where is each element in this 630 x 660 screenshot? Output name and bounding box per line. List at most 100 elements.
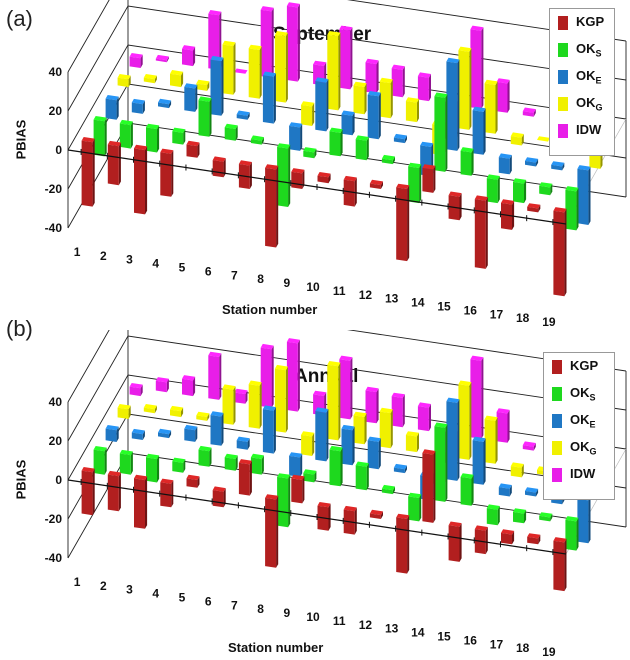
x-tick-label: 9 <box>283 276 290 290</box>
bar <box>341 424 355 466</box>
bar-side <box>521 464 524 478</box>
bar-front <box>341 114 353 136</box>
bar-side <box>314 148 317 159</box>
bar-side <box>221 412 224 446</box>
bar <box>448 191 462 221</box>
bar-side <box>433 451 436 523</box>
bar-top <box>420 141 434 147</box>
bar-front <box>446 61 458 151</box>
bar-top <box>105 425 119 431</box>
bar <box>367 91 381 140</box>
bar-front <box>405 434 417 453</box>
bar-side <box>297 3 300 82</box>
x-tick-label: 12 <box>359 618 373 632</box>
bar-side <box>338 362 341 441</box>
bar-top <box>238 459 252 465</box>
bar-side <box>276 165 279 248</box>
bar-front <box>341 428 353 466</box>
bar <box>134 144 148 215</box>
bar-front <box>277 476 289 528</box>
bar-side <box>169 430 172 439</box>
bar-front <box>105 98 117 120</box>
bar <box>212 486 226 508</box>
bar-front <box>224 127 236 141</box>
bar-front <box>367 440 379 470</box>
bar <box>339 25 353 90</box>
bar-front <box>155 58 167 63</box>
bar-side <box>509 485 512 497</box>
bar <box>417 72 431 102</box>
bar-side <box>402 394 405 428</box>
bar-side <box>352 426 355 466</box>
bar-front <box>365 62 377 94</box>
bar-top <box>303 469 317 475</box>
bar-side <box>271 345 274 408</box>
bar-front <box>448 525 460 562</box>
bar-front <box>81 470 93 516</box>
bar <box>172 127 186 145</box>
bar-front <box>210 415 222 446</box>
bar-side <box>380 511 383 519</box>
bar <box>496 78 510 113</box>
bar-side <box>419 494 422 522</box>
bar-front <box>496 411 508 443</box>
bar-top <box>184 424 198 431</box>
bar-top <box>486 504 500 510</box>
bar-top <box>143 404 157 410</box>
bar <box>391 392 405 428</box>
bar-top <box>472 106 486 112</box>
bar-top <box>117 404 131 410</box>
legend-swatch <box>552 386 562 401</box>
bar-top <box>182 375 196 381</box>
bar-side <box>249 162 252 189</box>
bar <box>565 516 579 551</box>
bar <box>341 110 355 136</box>
bar <box>250 135 264 145</box>
bar-front <box>525 490 536 497</box>
bar-front <box>260 347 272 408</box>
bar-top <box>417 402 431 408</box>
bar-top <box>513 508 527 514</box>
bar-front <box>198 100 210 137</box>
bar-top <box>170 405 184 412</box>
legend-swatch <box>552 359 562 374</box>
bar-front <box>236 440 248 450</box>
bar-front <box>262 409 274 454</box>
bar-front <box>170 73 181 88</box>
bar-top <box>117 74 131 80</box>
bar-side <box>354 507 357 535</box>
bar-front <box>458 384 470 460</box>
bar-top <box>379 77 393 84</box>
bar-top <box>313 60 327 66</box>
bar-front <box>527 536 539 545</box>
bar-top <box>317 172 331 178</box>
x-tick-label: 5 <box>179 261 186 275</box>
bar-top <box>496 408 510 414</box>
bar-front <box>158 102 169 109</box>
bar <box>265 164 279 248</box>
bar <box>143 74 157 84</box>
bar-side <box>142 430 145 440</box>
bar-side <box>390 79 393 119</box>
bar <box>577 165 591 225</box>
bar <box>289 452 303 477</box>
bar <box>472 436 486 485</box>
bar-front <box>522 111 534 117</box>
bar-side <box>195 426 198 442</box>
legend-item: OKG <box>544 434 614 461</box>
bar-side <box>128 75 131 88</box>
bar-front <box>262 75 274 124</box>
bar-side <box>116 426 119 442</box>
legend-label: OKS <box>570 384 596 403</box>
bar-front <box>327 364 339 441</box>
bar-side <box>193 46 196 67</box>
bar-top <box>353 81 367 87</box>
bar <box>369 509 383 519</box>
bar-front <box>474 199 486 269</box>
bar-top <box>131 98 145 105</box>
bar-front <box>472 110 484 155</box>
bar-side <box>312 432 315 456</box>
bar-top <box>119 449 133 456</box>
bar-top <box>553 207 567 213</box>
bar-front <box>355 465 367 491</box>
